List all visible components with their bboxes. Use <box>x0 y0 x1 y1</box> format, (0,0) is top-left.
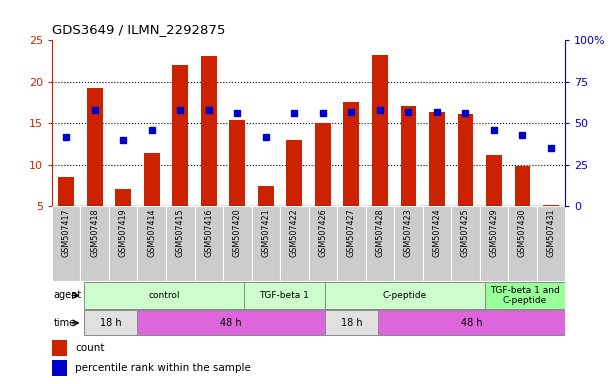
Text: GSM507422: GSM507422 <box>290 209 299 257</box>
Text: 18 h: 18 h <box>340 318 362 328</box>
Bar <box>52 360 67 376</box>
Text: GSM507423: GSM507423 <box>404 209 413 257</box>
Bar <box>485 282 565 310</box>
Bar <box>372 55 388 206</box>
Bar <box>201 56 216 206</box>
Text: control: control <box>148 291 180 300</box>
Bar <box>52 206 81 281</box>
Bar <box>508 206 536 281</box>
Bar <box>365 206 394 281</box>
Bar <box>172 65 188 206</box>
Bar <box>137 206 166 281</box>
Text: GSM507424: GSM507424 <box>433 209 441 257</box>
Bar <box>486 155 502 206</box>
Bar <box>315 123 331 206</box>
Bar <box>81 206 109 281</box>
Text: GSM507418: GSM507418 <box>90 209 99 257</box>
Bar <box>429 112 445 206</box>
Text: count: count <box>75 343 104 353</box>
Bar <box>252 206 280 281</box>
Bar <box>59 177 74 206</box>
Text: GSM507415: GSM507415 <box>176 209 185 257</box>
Bar <box>536 206 565 281</box>
Bar <box>543 205 559 206</box>
Bar <box>324 282 485 310</box>
Bar <box>223 206 252 281</box>
Text: GSM507421: GSM507421 <box>262 209 270 257</box>
Text: GSM507420: GSM507420 <box>233 209 242 257</box>
Text: GSM507417: GSM507417 <box>62 209 71 257</box>
Bar <box>480 206 508 281</box>
Bar <box>343 102 359 206</box>
Bar <box>84 282 244 310</box>
Text: agent: agent <box>53 290 81 301</box>
Bar <box>378 310 565 336</box>
Bar <box>144 153 159 206</box>
Bar <box>258 186 274 206</box>
Bar <box>451 206 480 281</box>
Text: GSM507426: GSM507426 <box>318 209 327 257</box>
Text: TGF-beta 1: TGF-beta 1 <box>260 291 309 300</box>
Bar <box>137 310 324 336</box>
Text: GSM507429: GSM507429 <box>489 209 499 257</box>
Bar <box>87 88 103 206</box>
Bar <box>229 120 245 206</box>
Bar <box>166 206 194 281</box>
Bar <box>115 189 131 206</box>
Text: GSM507427: GSM507427 <box>347 209 356 257</box>
Bar <box>458 114 473 206</box>
Text: 48 h: 48 h <box>220 318 242 328</box>
Bar <box>324 310 378 336</box>
Text: TGF-beta 1 and
C-peptide: TGF-beta 1 and C-peptide <box>490 286 560 305</box>
Text: GSM507431: GSM507431 <box>546 209 555 257</box>
Text: percentile rank within the sample: percentile rank within the sample <box>75 363 251 373</box>
Text: C-peptide: C-peptide <box>382 291 427 300</box>
Bar <box>84 310 137 336</box>
Bar <box>309 206 337 281</box>
Text: GSM507430: GSM507430 <box>518 209 527 257</box>
Bar <box>514 166 530 206</box>
Bar <box>423 206 451 281</box>
Text: 48 h: 48 h <box>461 318 483 328</box>
Text: 18 h: 18 h <box>100 318 122 328</box>
Bar <box>194 206 223 281</box>
Bar <box>394 206 423 281</box>
Text: GSM507425: GSM507425 <box>461 209 470 257</box>
Bar <box>287 140 302 206</box>
Text: GSM507414: GSM507414 <box>147 209 156 257</box>
Bar <box>401 106 416 206</box>
Text: time: time <box>53 318 75 328</box>
Bar <box>52 341 67 356</box>
Bar <box>109 206 137 281</box>
Text: GSM507419: GSM507419 <box>119 209 128 257</box>
Bar <box>280 206 309 281</box>
Text: GSM507416: GSM507416 <box>204 209 213 257</box>
Bar <box>244 282 324 310</box>
Text: GSM507428: GSM507428 <box>375 209 384 257</box>
Text: GDS3649 / ILMN_2292875: GDS3649 / ILMN_2292875 <box>52 23 225 36</box>
Bar <box>337 206 365 281</box>
